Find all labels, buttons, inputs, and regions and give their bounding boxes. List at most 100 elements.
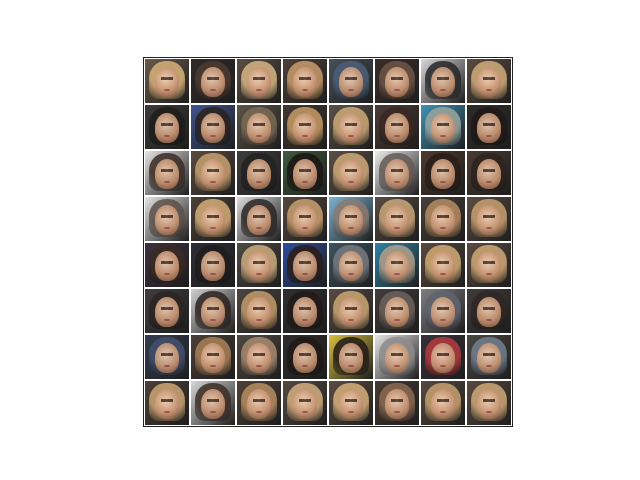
mouth-shape — [485, 410, 493, 413]
face-shape — [430, 158, 456, 189]
face-shape — [476, 250, 502, 281]
generated-face-tile — [191, 197, 235, 241]
mouth-shape — [209, 364, 217, 367]
eyes-shape — [253, 77, 265, 81]
generated-face-tile — [191, 151, 235, 195]
generated-face-tile — [421, 151, 465, 195]
mouth-shape — [255, 180, 263, 183]
mouth-shape — [301, 272, 309, 275]
generated-face-tile — [467, 197, 511, 241]
eyes-shape — [345, 169, 357, 173]
face-shape — [292, 158, 318, 189]
mouth-shape — [393, 180, 401, 183]
face-shape — [476, 388, 502, 419]
generated-face-tile — [375, 381, 419, 425]
face-shape — [384, 388, 410, 419]
generated-face-tile — [145, 381, 189, 425]
generated-face-tile — [375, 59, 419, 103]
eyes-shape — [299, 123, 311, 127]
generated-face-tile — [421, 59, 465, 103]
eyes-shape — [483, 353, 495, 357]
eyes-shape — [161, 77, 173, 81]
eyes-shape — [483, 169, 495, 173]
face-shape — [476, 204, 502, 235]
mouth-shape — [255, 226, 263, 229]
face-shape — [292, 250, 318, 281]
generated-face-tile — [145, 335, 189, 379]
face-shape — [338, 158, 364, 189]
eyes-shape — [161, 353, 173, 357]
generated-face-tile — [145, 151, 189, 195]
eyes-shape — [299, 169, 311, 173]
face-shape — [430, 204, 456, 235]
eyes-shape — [253, 399, 265, 403]
eyes-shape — [437, 123, 449, 127]
mouth-shape — [301, 88, 309, 91]
generated-face-tile — [421, 289, 465, 333]
generated-face-tile — [237, 151, 281, 195]
generated-face-tile — [283, 381, 327, 425]
face-shape — [384, 250, 410, 281]
eyes-shape — [437, 169, 449, 173]
generated-face-tile — [237, 105, 281, 149]
eyes-shape — [483, 77, 495, 81]
generated-face-tile — [191, 381, 235, 425]
face-shape — [200, 158, 226, 189]
face-shape — [430, 250, 456, 281]
eyes-shape — [207, 169, 219, 173]
eyes-shape — [391, 261, 403, 265]
generated-face-tile — [467, 59, 511, 103]
face-shape — [246, 296, 272, 327]
eyes-shape — [253, 307, 265, 311]
eyes-shape — [207, 307, 219, 311]
eyes-shape — [391, 307, 403, 311]
eyes-shape — [161, 123, 173, 127]
eyes-shape — [345, 353, 357, 357]
generated-face-tile — [329, 243, 373, 287]
eyes-shape — [437, 215, 449, 219]
eyes-shape — [299, 261, 311, 265]
mouth-shape — [485, 226, 493, 229]
face-shape — [200, 388, 226, 419]
mouth-shape — [347, 410, 355, 413]
eyes-shape — [299, 399, 311, 403]
face-shape — [154, 250, 180, 281]
mouth-shape — [301, 410, 309, 413]
face-shape — [430, 112, 456, 143]
generated-face-tile — [283, 197, 327, 241]
face-shape — [384, 296, 410, 327]
eyes-shape — [161, 215, 173, 219]
generated-face-tile — [283, 289, 327, 333]
generated-face-tile — [467, 381, 511, 425]
generated-face-tile — [329, 59, 373, 103]
eyes-shape — [483, 261, 495, 265]
eyes-shape — [299, 353, 311, 357]
mouth-shape — [439, 134, 447, 137]
eyes-shape — [207, 399, 219, 403]
face-shape — [246, 250, 272, 281]
generated-face-tile — [283, 243, 327, 287]
face-shape — [338, 250, 364, 281]
mouth-shape — [347, 364, 355, 367]
face-shape — [338, 388, 364, 419]
image-grid-frame — [143, 57, 513, 427]
generated-face-tile — [375, 243, 419, 287]
mouth-shape — [347, 318, 355, 321]
face-shape — [154, 388, 180, 419]
eyes-shape — [253, 123, 265, 127]
mouth-shape — [163, 180, 171, 183]
generated-face-tile — [191, 59, 235, 103]
face-shape — [246, 388, 272, 419]
eyes-shape — [437, 77, 449, 81]
eyes-shape — [253, 261, 265, 265]
face-shape — [384, 112, 410, 143]
face-shape — [292, 342, 318, 373]
mouth-shape — [393, 226, 401, 229]
eyes-shape — [345, 215, 357, 219]
face-shape — [338, 296, 364, 327]
eyes-shape — [161, 307, 173, 311]
face-shape — [476, 158, 502, 189]
face-shape — [384, 66, 410, 97]
mouth-shape — [209, 226, 217, 229]
generated-face-tile — [191, 289, 235, 333]
